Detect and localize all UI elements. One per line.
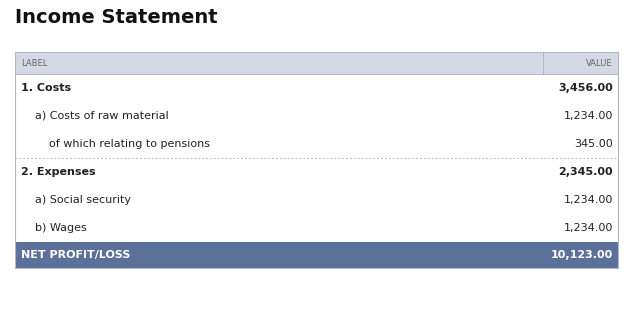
Text: VALUE: VALUE <box>586 58 613 67</box>
Text: LABEL: LABEL <box>21 58 47 67</box>
Bar <box>15 242 618 268</box>
Text: 345.00: 345.00 <box>574 139 613 149</box>
Bar <box>15 158 618 186</box>
Text: 10,123.00: 10,123.00 <box>551 250 613 260</box>
Text: a) Social security: a) Social security <box>35 195 131 205</box>
Bar <box>15 52 618 268</box>
Text: b) Wages: b) Wages <box>35 223 86 233</box>
Text: 3,456.00: 3,456.00 <box>558 83 613 93</box>
Text: NET PROFIT/LOSS: NET PROFIT/LOSS <box>21 250 131 260</box>
Text: 1,234.00: 1,234.00 <box>563 195 613 205</box>
Text: 2,345.00: 2,345.00 <box>558 167 613 177</box>
Text: 2. Expenses: 2. Expenses <box>21 167 96 177</box>
Text: of which relating to pensions: of which relating to pensions <box>49 139 210 149</box>
Text: a) Costs of raw material: a) Costs of raw material <box>35 111 168 121</box>
Text: 1,234.00: 1,234.00 <box>563 111 613 121</box>
Bar <box>15 186 618 214</box>
Bar <box>15 214 618 242</box>
Text: 1,234.00: 1,234.00 <box>563 223 613 233</box>
Bar <box>15 52 618 74</box>
Bar <box>15 130 618 158</box>
Bar <box>15 74 618 102</box>
Bar <box>15 102 618 130</box>
Text: Income Statement: Income Statement <box>15 8 218 27</box>
Text: 1. Costs: 1. Costs <box>21 83 71 93</box>
